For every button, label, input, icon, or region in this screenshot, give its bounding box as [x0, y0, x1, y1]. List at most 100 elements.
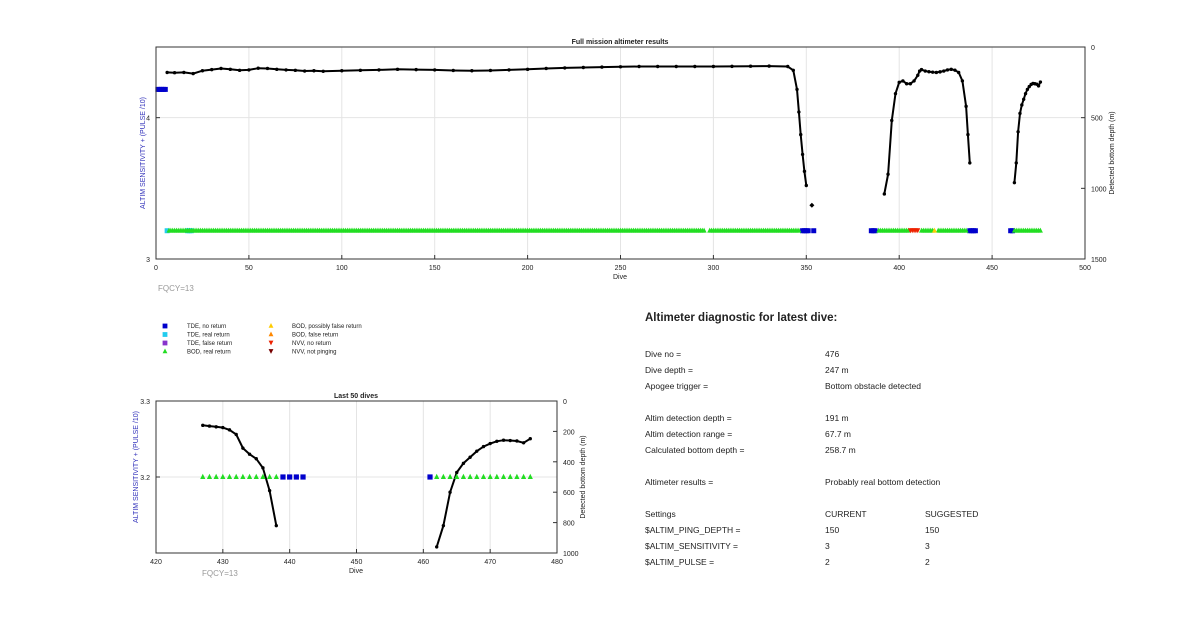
bottom-marker-triangle-up	[494, 473, 500, 479]
bottom-marker-triangle-up	[474, 473, 480, 479]
top-depth-point	[256, 66, 260, 70]
bottom-depth-point	[221, 425, 225, 430]
top-chart-ylabel-right: Detected bottom depth (m)	[1109, 111, 1116, 194]
top-depth-point	[377, 68, 381, 72]
top-marker-triangle-up	[1037, 227, 1043, 233]
top-depth-point	[886, 172, 890, 176]
altim-detection-range-label: Altim detection range =	[645, 429, 733, 439]
top-depth-line	[167, 65, 808, 186]
bottom-y-right-tick-label: 1000	[563, 551, 579, 558]
top-depth-point	[182, 70, 186, 75]
top-chart-title: Full mission altimeter results	[572, 39, 669, 46]
altimeter-results-value: Probably real bottom detection	[825, 477, 941, 487]
settings-header-suggested: SUGGESTED	[925, 509, 979, 519]
bottom-depth-point	[241, 446, 245, 450]
altimeter-results-row: Altimeter results = Probably real bottom…	[645, 474, 1165, 490]
setting-label: $ALTIM_SENSITIVITY =	[645, 541, 738, 551]
bottom-depth-point	[455, 470, 459, 475]
top-y-left-tick-label: 3	[146, 257, 150, 264]
bottom-x-tick-label: 460	[417, 559, 429, 566]
top-depth-point	[340, 69, 344, 73]
dive-depth-row: Dive depth = 247 m	[645, 362, 1165, 378]
bottom-marker-square	[287, 474, 293, 480]
bottom-marker-square	[293, 474, 299, 480]
top-depth-point	[1018, 111, 1022, 116]
top-depth-point	[693, 64, 697, 69]
top-depth-point	[890, 118, 894, 123]
setting-current: 3	[825, 541, 830, 551]
bottom-chart-title: Last 50 dives	[334, 393, 378, 400]
top-depth-point	[265, 66, 270, 71]
bottom-depth-point	[435, 545, 439, 549]
calculated-bottom-depth-value: 258.7 m	[825, 445, 856, 455]
top-depth-point	[395, 67, 400, 72]
top-depth-point	[711, 64, 716, 69]
setting-current: 2	[825, 557, 830, 567]
top-chart-ticks: 0 50 100 150 200 250 300 350 400 450 500 3 4 0 500 1000…	[146, 45, 1107, 272]
top-depth-point	[507, 68, 511, 72]
bottom-marker-triangle-up	[480, 473, 487, 479]
top-depth-point	[809, 202, 815, 208]
bottom-x-tick-label: 430	[217, 559, 229, 566]
apogee-trigger-value: Bottom obstacle detected	[825, 381, 921, 391]
top-depth-point	[172, 71, 177, 75]
top-depth-point	[799, 132, 803, 137]
top-marker-triangle-up	[796, 227, 802, 233]
top-marker-square	[805, 228, 811, 234]
top-marker-square	[811, 228, 817, 234]
bottom-marker-triangle-up	[467, 473, 473, 479]
bottom-chart-ylabel-right: Detected bottom depth (m)	[580, 435, 587, 518]
top-depth-point	[302, 69, 307, 73]
setting-row: $ALTIM_PING_DEPTH = 150 150	[645, 522, 1165, 538]
top-depth-point	[237, 68, 242, 73]
top-depth-point	[1020, 103, 1024, 107]
top-depth-point	[802, 169, 807, 174]
top-depth-point	[800, 152, 805, 157]
bottom-depth-point	[521, 441, 526, 445]
top-y-right-tick-label: 1500	[1091, 257, 1107, 264]
top-depth-point	[795, 87, 799, 92]
bottom-marker-square	[280, 474, 286, 480]
top-y-right-tick-label: 0	[1091, 45, 1095, 52]
top-depth-point	[927, 70, 931, 74]
setting-row: $ALTIM_PULSE = 2 2	[645, 554, 1165, 570]
bottom-chart-fqcy: FQCY=13	[202, 569, 238, 578]
legend-label: TDE, false return	[187, 341, 232, 347]
top-depth-point	[797, 110, 801, 114]
bottom-depth-point	[448, 490, 452, 494]
top-chart-fqcy: FQCY=13	[158, 284, 194, 293]
bottom-y-right-tick-label: 600	[563, 490, 575, 497]
setting-suggested: 2	[925, 557, 930, 567]
top-depth-point	[949, 67, 953, 72]
bottom-marker-triangle-up	[240, 473, 246, 479]
bottom-marker-triangle-up	[267, 473, 273, 479]
top-depth-point	[219, 66, 223, 71]
altim-detection-depth-label: Altim detection depth =	[645, 413, 732, 423]
top-x-tick-label: 100	[336, 265, 348, 272]
top-depth-point	[200, 69, 205, 73]
bottom-depth-point	[528, 436, 532, 441]
legend-label: TDE, real return	[187, 333, 230, 339]
bottom-chart-plot	[200, 423, 533, 549]
top-depth-point	[1038, 80, 1043, 84]
setting-label: $ALTIM_PULSE =	[645, 557, 715, 567]
bottom-marker-triangle-up	[260, 473, 266, 479]
top-marker-square	[972, 228, 978, 234]
bottom-x-tick-label: 480	[551, 559, 563, 566]
bottom-depth-point	[214, 425, 218, 429]
bottom-depth-point	[475, 449, 479, 453]
top-x-tick-label: 500	[1079, 265, 1091, 272]
top-x-tick-label: 50	[245, 265, 253, 272]
top-depth-point	[912, 79, 916, 83]
legend-label: BOD, possibly false return	[292, 324, 362, 330]
top-depth-point	[956, 70, 961, 75]
top-y-left-tick-label: 4	[146, 116, 150, 123]
bottom-marker-triangle-up	[434, 473, 440, 479]
top-depth-point	[916, 73, 920, 77]
top-depth-point	[1036, 84, 1041, 88]
top-depth-point	[919, 67, 924, 72]
top-depth-point	[882, 192, 887, 196]
top-y-right-tick-label: 500	[1091, 116, 1103, 123]
bottom-marker-triangle-up	[206, 473, 213, 479]
